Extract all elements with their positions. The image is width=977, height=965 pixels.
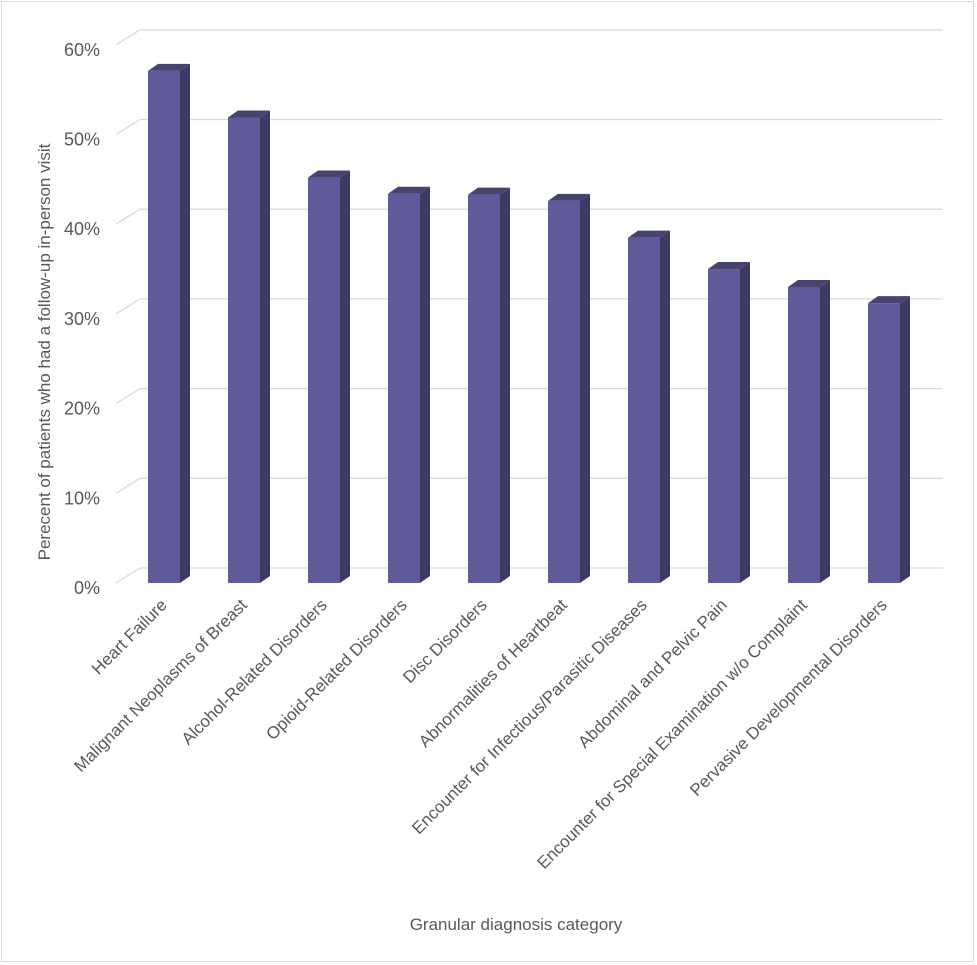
bar	[548, 193, 590, 584]
bar-front	[708, 269, 740, 583]
bars	[148, 63, 910, 584]
y-tick-label: 40%	[64, 219, 100, 239]
y-tick-label: 20%	[64, 399, 100, 419]
bar-top	[788, 279, 830, 287]
bar-top	[548, 193, 590, 201]
bar	[788, 279, 830, 583]
x-tick-label: Alcohol-Related Disorders	[178, 595, 331, 748]
y-tick-label: 0%	[74, 578, 100, 598]
bar-front	[148, 70, 180, 584]
x-tick-label: Heart Failure	[88, 595, 171, 678]
x-tick-label: Abnormalities of Heartbeat	[415, 595, 571, 751]
gridline-foot	[115, 477, 141, 494]
y-axis-ticks: 0% 10% 20% 30% 40% 50% 60%	[64, 40, 100, 598]
bar-front	[868, 303, 900, 583]
bar-top	[228, 110, 270, 118]
gridline-foot	[115, 29, 141, 46]
bar-side	[260, 110, 270, 583]
bar-side	[420, 186, 430, 583]
bar-top	[148, 63, 190, 71]
bar-top	[708, 262, 750, 270]
y-tick-label: 30%	[64, 309, 100, 329]
gridline-foot	[115, 567, 141, 584]
bar-side	[900, 296, 910, 583]
bar	[468, 187, 510, 583]
x-tick-label: Encounter for Special Examination w/o Co…	[533, 595, 811, 873]
bar	[308, 170, 350, 583]
bar-side	[180, 63, 190, 584]
y-tick-label: 50%	[64, 130, 100, 150]
x-tick-label: Disc Disorders	[399, 595, 491, 687]
x-tick-label: Opioid-Related Disorders	[262, 595, 410, 743]
bar-front	[388, 193, 420, 583]
bar-top	[628, 230, 670, 238]
bar	[628, 230, 670, 583]
bar-front	[628, 237, 660, 583]
x-axis-title: Granular diagnosis category	[410, 915, 623, 934]
bar	[708, 262, 750, 583]
gridline-foot	[115, 298, 141, 315]
bar-front	[468, 194, 500, 583]
bar-side	[580, 193, 590, 584]
bar-side	[740, 262, 750, 583]
bar-top	[388, 186, 430, 194]
bar-top	[308, 170, 350, 178]
bar-front	[548, 200, 580, 584]
bar-front	[228, 117, 260, 583]
bar	[868, 296, 910, 583]
bar-front	[308, 177, 340, 583]
y-axis-title: Perecent of patients who had a follow-up…	[35, 143, 54, 560]
y-tick-label: 10%	[64, 488, 100, 508]
bar-front	[788, 286, 820, 583]
bar-side	[660, 230, 670, 583]
bar-top	[468, 187, 510, 195]
bar	[148, 63, 190, 584]
x-tick-label: Abdominal and Pelvic Pain	[574, 595, 730, 751]
gridline-foot	[115, 208, 141, 225]
bar-top	[868, 296, 910, 304]
bar	[228, 110, 270, 583]
bar	[388, 186, 430, 583]
bar-side	[500, 187, 510, 583]
x-tick-label: Malignant Neoplasms of Breast	[70, 595, 251, 776]
gridline-foot	[115, 388, 141, 405]
gridline-foot	[115, 118, 141, 136]
y-tick-label: 60%	[64, 40, 100, 60]
bar-side	[340, 170, 350, 583]
bar-side	[820, 279, 830, 583]
